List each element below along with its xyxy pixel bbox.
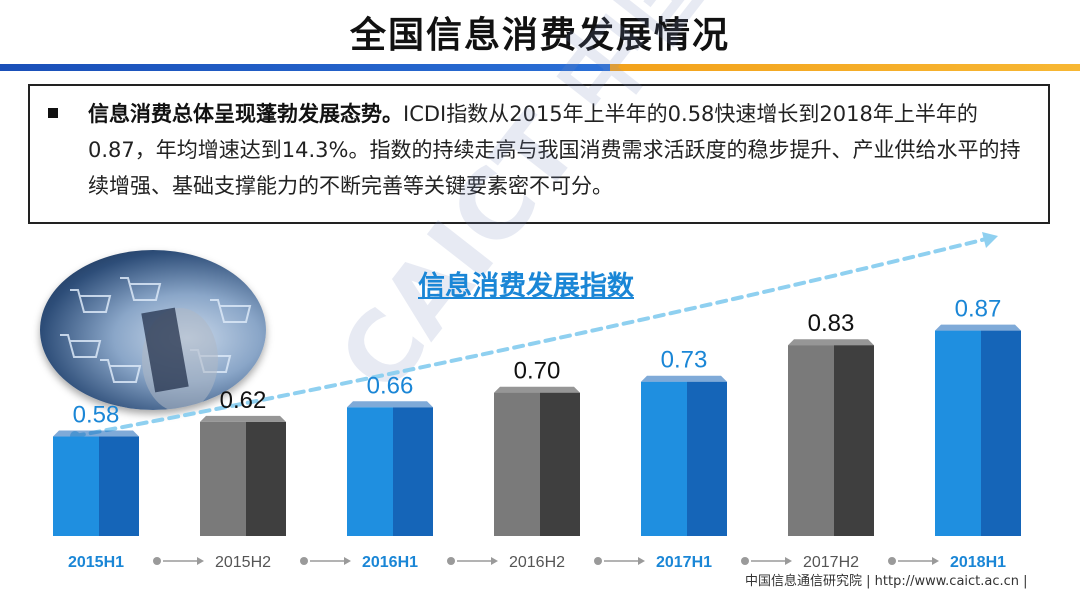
summary-bold: 信息消费总体呈现蓬勃发展态势。 <box>88 102 403 126</box>
category-label-2016H2: 2016H2 <box>509 554 565 571</box>
step-arrow-dot-3 <box>594 557 602 565</box>
step-arrow-head-4 <box>785 557 792 565</box>
chart-title: 信息消费发展指数 <box>418 271 634 302</box>
summary-paragraph: 信息消费总体呈现蓬勃发展态势。ICDI指数从2015年上半年的0.58快速增长到… <box>88 96 1032 204</box>
step-arrow-head-5 <box>932 557 939 565</box>
step-arrow-head-0 <box>197 557 204 565</box>
step-arrow-dot-2 <box>447 557 455 565</box>
step-arrow-dot-4 <box>741 557 749 565</box>
summary-text: ICDI指数从2015年上半年的0.58快速增长到2018年上半年的0.87，年… <box>88 102 1021 198</box>
bar-2016H1-front <box>347 407 393 536</box>
bar-2018H1-top <box>935 324 1021 331</box>
value-label-2016H2: 0.70 <box>514 358 561 385</box>
bar-2016H1-side <box>393 407 433 536</box>
value-label-2016H1: 0.66 <box>367 372 414 399</box>
bar-2015H1-side <box>99 436 139 536</box>
bar-2016H1-top <box>347 401 433 408</box>
footer-text: 中国信息通信研究院 | http://www.caict.ac.cn | <box>745 574 1028 589</box>
value-label-2017H1: 0.73 <box>661 347 708 374</box>
bar-2017H2-top <box>788 339 874 346</box>
trend-arrow-head <box>982 232 998 248</box>
bar-2016H2-top <box>494 386 580 393</box>
category-label-2015H2: 2015H2 <box>215 554 271 571</box>
category-label-2017H1: 2017H1 <box>656 554 712 571</box>
page-title: 全国信息消费发展情况 <box>349 15 730 56</box>
step-arrow-dot-5 <box>888 557 896 565</box>
bar-2017H2-side <box>834 345 874 536</box>
bar-2017H1-top <box>641 375 727 382</box>
bar-2015H1-front <box>53 436 99 536</box>
value-label-2018H1: 0.87 <box>955 296 1002 323</box>
bar-2017H1-side <box>687 381 727 536</box>
title-rule-orange <box>610 64 1080 71</box>
bar-2015H1-top <box>53 430 139 437</box>
category-label-2017H2: 2017H2 <box>803 554 859 571</box>
bar-2016H2-front <box>494 392 540 536</box>
value-label-2015H1: 0.58 <box>73 402 120 429</box>
shopping-cart-photo <box>40 250 266 410</box>
bar-2015H2-side <box>246 421 286 536</box>
bar-2018H1-side <box>981 330 1021 536</box>
category-label-2018H1: 2018H1 <box>950 554 1006 571</box>
bar-2018H1-front <box>935 330 981 536</box>
category-label-2015H1: 2015H1 <box>68 554 124 571</box>
trend-arrow <box>73 236 992 438</box>
bar-2015H2-front <box>200 421 246 536</box>
step-arrow-head-2 <box>491 557 498 565</box>
bullet-square-icon <box>48 108 58 118</box>
bar-2015H2-top <box>200 415 286 422</box>
value-label-2015H2: 0.62 <box>220 387 267 414</box>
bar-2017H2-front <box>788 345 834 536</box>
title-rule-blue <box>0 64 610 71</box>
summary-box: 信息消费总体呈现蓬勃发展态势。ICDI指数从2015年上半年的0.58快速增长到… <box>28 84 1050 224</box>
step-arrow-dot-1 <box>300 557 308 565</box>
value-label-2017H2: 0.83 <box>808 310 855 337</box>
step-arrow-dot-0 <box>153 557 161 565</box>
category-label-2016H1: 2016H1 <box>362 554 418 571</box>
step-arrow-head-3 <box>638 557 645 565</box>
bar-2017H1-front <box>641 381 687 536</box>
step-arrow-head-1 <box>344 557 351 565</box>
bar-2016H2-side <box>540 392 580 536</box>
